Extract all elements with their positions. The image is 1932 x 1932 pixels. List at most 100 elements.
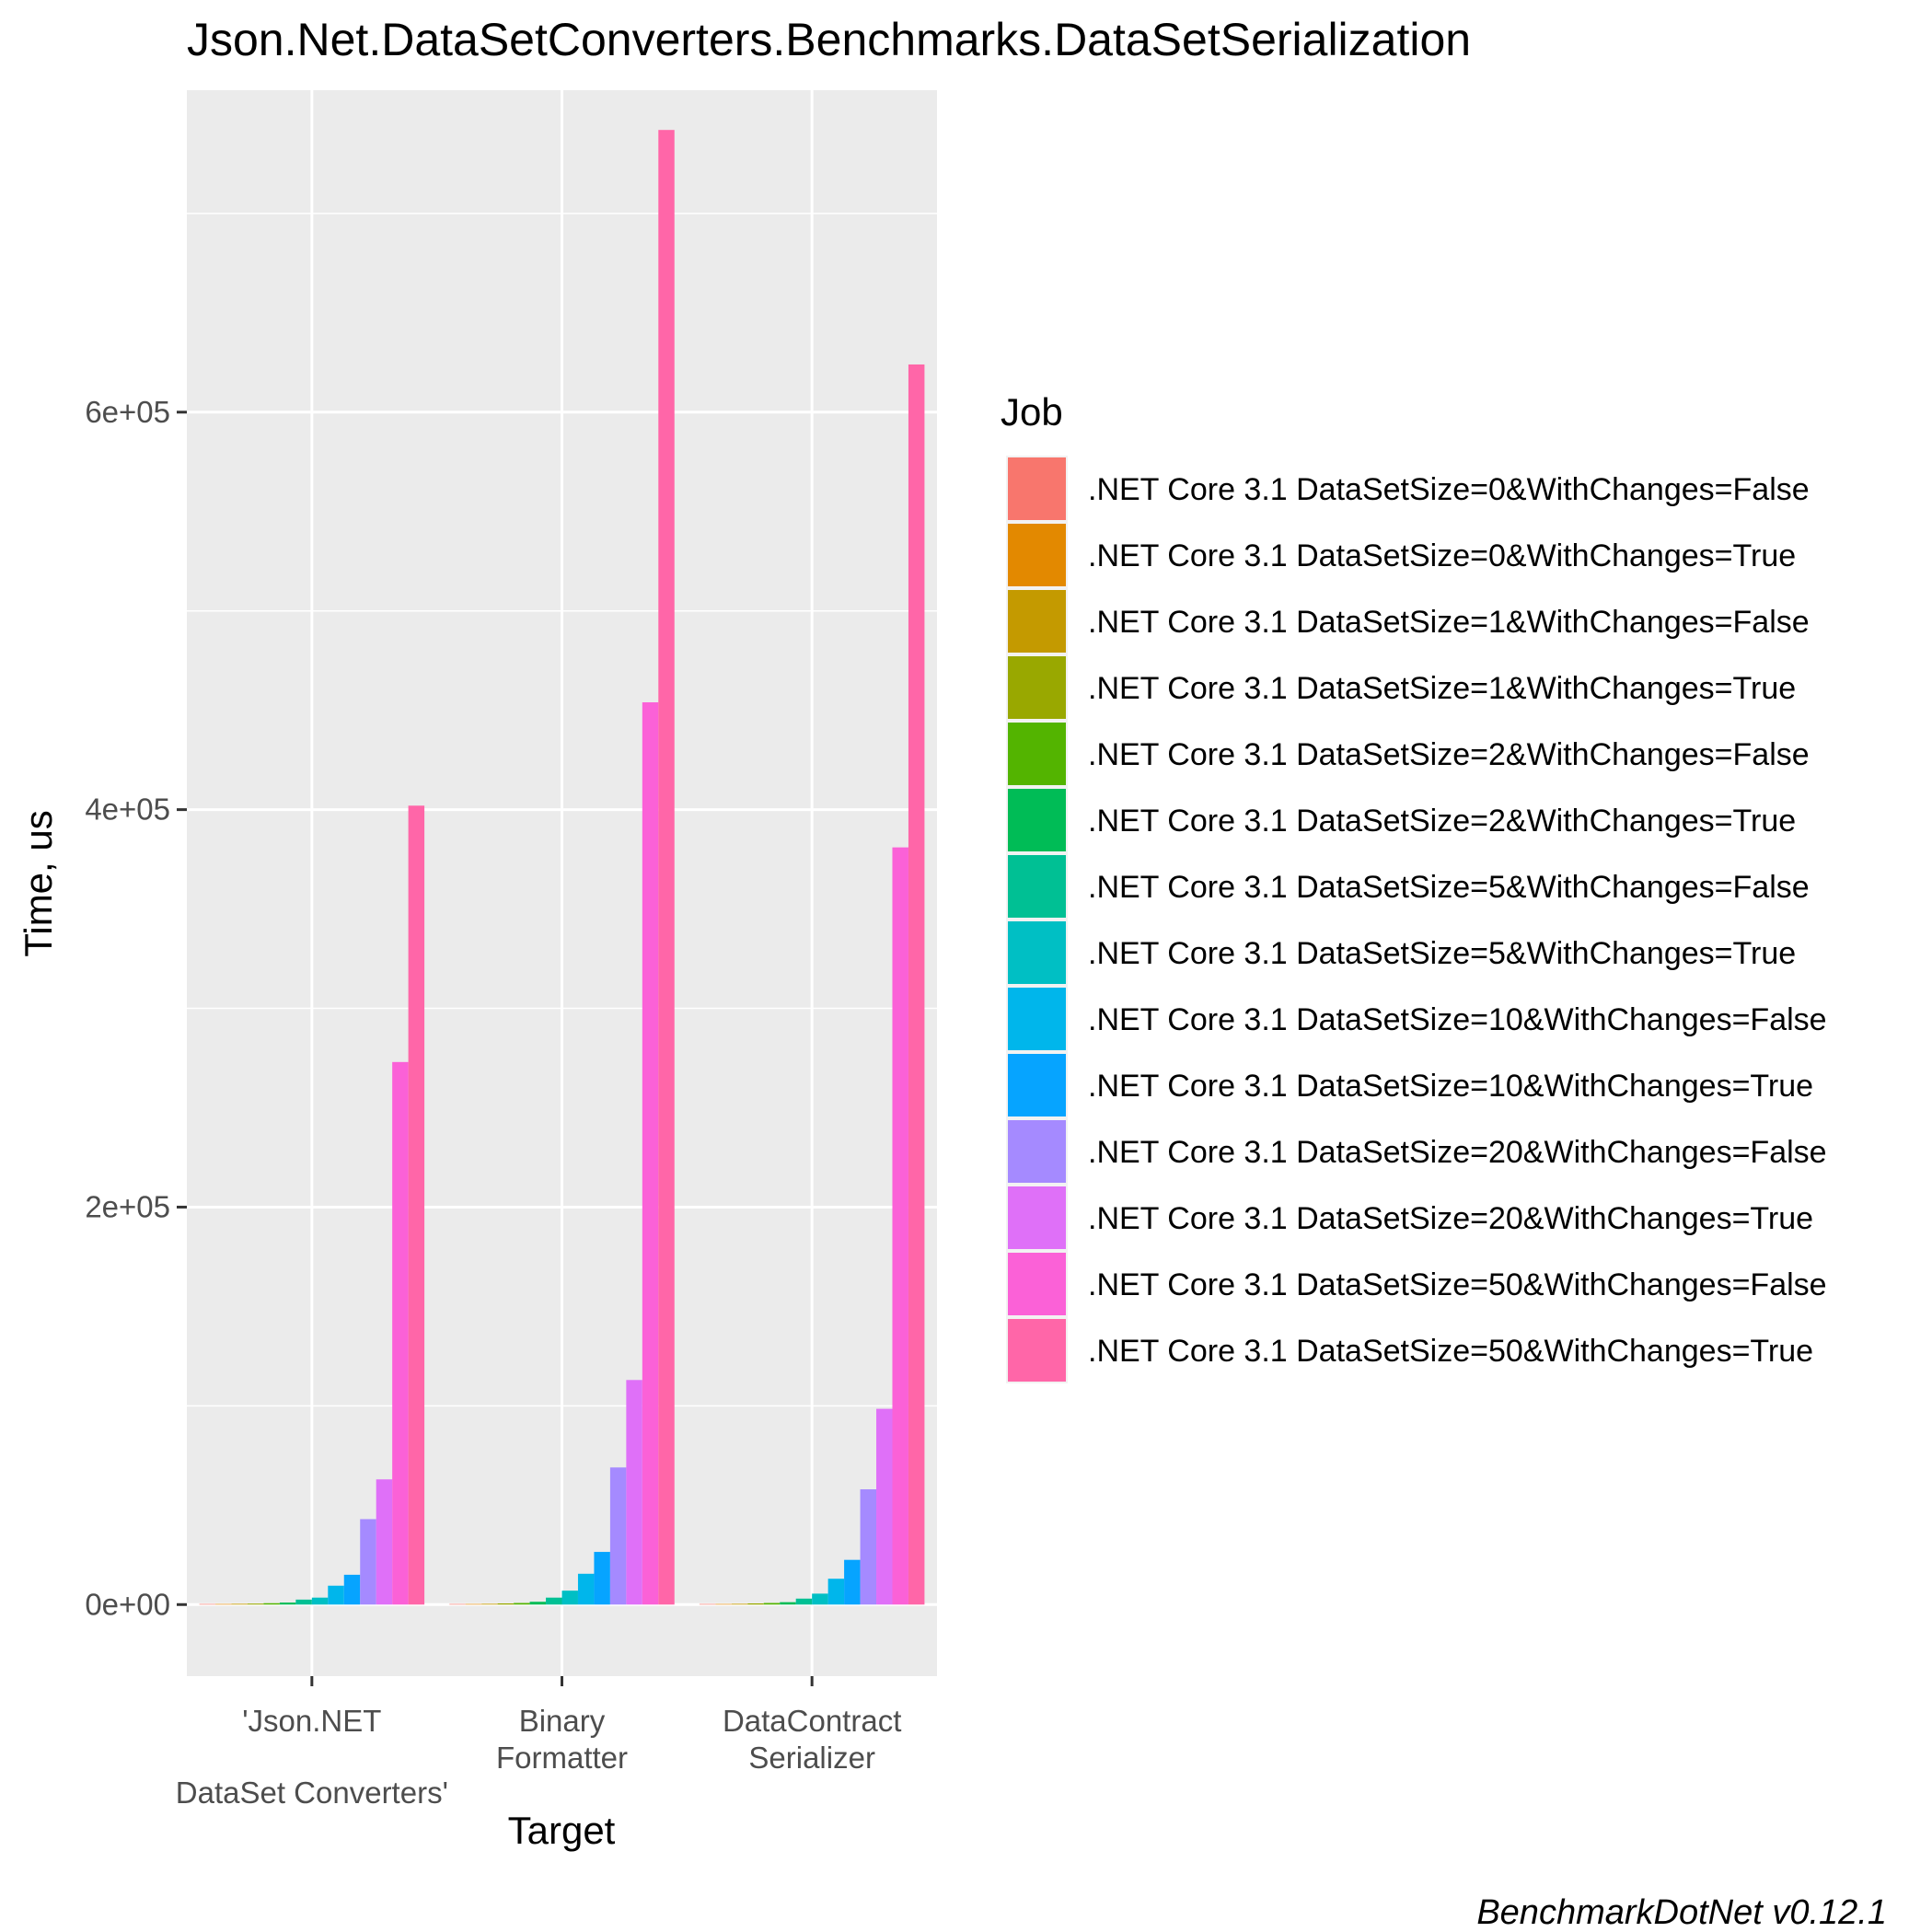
legend-item: .NET Core 3.1 DataSetSize=5&WithChanges=…: [1006, 853, 1810, 920]
x-tick-label: DataSet Converters': [176, 1776, 448, 1810]
x-tick-label: DataContract: [723, 1704, 901, 1738]
bar: [827, 1579, 845, 1605]
bar: [626, 1380, 642, 1605]
legend-swatch: [1008, 1319, 1066, 1382]
legend-label: .NET Core 3.1 DataSetSize=5&WithChanges=…: [1088, 870, 1810, 905]
bar: [376, 1479, 393, 1605]
x-tick-label: 'Json.NET: [242, 1704, 381, 1738]
legend-item: .NET Core 3.1 DataSetSize=10&WithChanges…: [1006, 1052, 1813, 1118]
legend-swatch: [1008, 590, 1066, 653]
bar: [247, 1603, 264, 1605]
bar: [731, 1603, 748, 1605]
bar: [481, 1603, 498, 1605]
bar: [392, 1061, 409, 1605]
legend-item: .NET Core 3.1 DataSetSize=50&WithChanges…: [1006, 1317, 1813, 1383]
bar: [360, 1519, 376, 1605]
legend-swatch: [1008, 921, 1066, 984]
y-axis: 0e+00 2e+05 4e+05 6e+05: [85, 395, 187, 1621]
legend-item: .NET Core 3.1 DataSetSize=2&WithChanges=…: [1006, 721, 1810, 787]
legend-item: .NET Core 3.1 DataSetSize=0&WithChanges=…: [1006, 456, 1810, 522]
bar: [514, 1602, 530, 1605]
legend-item: .NET Core 3.1 DataSetSize=50&WithChanges…: [1006, 1251, 1827, 1317]
legend-label: .NET Core 3.1 DataSetSize=2&WithChanges=…: [1088, 737, 1810, 772]
legend-label: .NET Core 3.1 DataSetSize=0&WithChanges=…: [1088, 472, 1810, 507]
legend-item: .NET Core 3.1 DataSetSize=5&WithChanges=…: [1006, 920, 1796, 986]
bar: [215, 1603, 232, 1605]
legend-label: .NET Core 3.1 DataSetSize=50&WithChanges…: [1088, 1334, 1813, 1369]
bar: [860, 1489, 877, 1605]
legend-item: .NET Core 3.1 DataSetSize=20&WithChanges…: [1006, 1118, 1827, 1185]
legend-swatch: [1008, 1186, 1066, 1249]
legend-swatch: [1008, 789, 1066, 851]
legend-label: .NET Core 3.1 DataSetSize=2&WithChanges=…: [1088, 804, 1796, 839]
legend-label: .NET Core 3.1 DataSetSize=50&WithChanges…: [1088, 1267, 1827, 1302]
legend-label: .NET Core 3.1 DataSetSize=1&WithChanges=…: [1088, 671, 1796, 706]
legend-swatch: [1008, 524, 1066, 586]
bar: [715, 1603, 732, 1605]
legend-label: .NET Core 3.1 DataSetSize=0&WithChanges=…: [1088, 538, 1796, 573]
bar: [263, 1602, 280, 1605]
x-axis-title: Target: [508, 1809, 616, 1852]
legend-title: Job: [1001, 390, 1063, 434]
legend-swatch: [1008, 457, 1066, 520]
bar: [844, 1559, 861, 1605]
legend-label: .NET Core 3.1 DataSetSize=10&WithChanges…: [1088, 1069, 1813, 1104]
legend-item: .NET Core 3.1 DataSetSize=2&WithChanges=…: [1006, 787, 1796, 853]
bar: [876, 1408, 893, 1605]
bar: [328, 1585, 344, 1605]
grid-major: [187, 90, 937, 1676]
legend-item: .NET Core 3.1 DataSetSize=20&WithChanges…: [1006, 1185, 1813, 1251]
bar: [747, 1602, 764, 1605]
legend-swatch: [1008, 723, 1066, 785]
bar: [892, 847, 908, 1605]
bar: [908, 364, 925, 1605]
bar: [780, 1602, 796, 1605]
bar: [529, 1602, 547, 1605]
bar: [561, 1591, 578, 1605]
legend-swatch: [1008, 656, 1066, 719]
legend-swatch: [1008, 855, 1066, 918]
legend-item: .NET Core 3.1 DataSetSize=0&WithChanges=…: [1006, 522, 1796, 588]
bar: [577, 1573, 595, 1605]
x-tick-label: Serializer: [748, 1741, 875, 1775]
bar: [812, 1593, 828, 1605]
bar: [231, 1603, 248, 1605]
y-tick-label: 4e+05: [85, 792, 170, 827]
bars: [199, 130, 925, 1605]
bar: [594, 1552, 610, 1605]
chart-title: Json.Net.DataSetConverters.Benchmarks.Da…: [187, 14, 1471, 65]
bar: [658, 130, 675, 1605]
bar: [699, 1603, 716, 1605]
y-tick-label: 0e+00: [85, 1587, 170, 1621]
legend-label: .NET Core 3.1 DataSetSize=5&WithChanges=…: [1088, 936, 1796, 971]
legend-label: .NET Core 3.1 DataSetSize=1&WithChanges=…: [1088, 605, 1810, 640]
legend-label: .NET Core 3.1 DataSetSize=10&WithChanges…: [1088, 1002, 1827, 1037]
legend-item: .NET Core 3.1 DataSetSize=1&WithChanges=…: [1006, 588, 1810, 654]
legend-swatch: [1008, 1120, 1066, 1183]
bar: [763, 1602, 781, 1605]
legend-item: .NET Core 3.1 DataSetSize=1&WithChanges=…: [1006, 654, 1796, 721]
x-tick-label: Binary: [519, 1704, 606, 1738]
legend-swatch: [1008, 1253, 1066, 1315]
bar: [449, 1603, 466, 1605]
bar: [497, 1602, 515, 1605]
legend-swatch: [1008, 1054, 1066, 1116]
legend-label: .NET Core 3.1 DataSetSize=20&WithChanges…: [1088, 1135, 1827, 1170]
bar: [465, 1603, 482, 1605]
bar: [408, 805, 425, 1605]
y-axis-title: Time, us: [17, 810, 60, 956]
caption: BenchmarkDotNet v0.12.1: [1476, 1893, 1887, 1932]
bar: [279, 1602, 296, 1605]
x-tick-label: Formatter: [496, 1741, 628, 1775]
bar: [311, 1597, 329, 1605]
legend-item: .NET Core 3.1 DataSetSize=10&WithChanges…: [1006, 986, 1827, 1052]
x-axis: 'Json.NET DataSet Converters' BinaryFormat…: [176, 1676, 901, 1810]
bar: [795, 1598, 813, 1605]
bar: [609, 1467, 627, 1605]
bar: [343, 1574, 361, 1605]
bar: [295, 1599, 312, 1605]
bar: [199, 1603, 216, 1605]
bar: [642, 702, 659, 1605]
legend-label: .NET Core 3.1 DataSetSize=20&WithChanges…: [1088, 1201, 1813, 1236]
legend: .NET Core 3.1 DataSetSize=0&WithChanges=…: [1006, 456, 1827, 1383]
